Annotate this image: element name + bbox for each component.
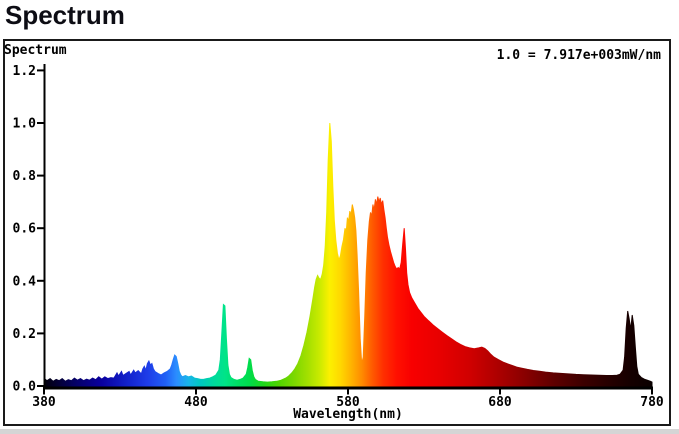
page-title: Spectrum [5,0,125,30]
chart-inner-title: Spectrum [4,43,67,58]
y-tick-label: 1.0 [13,117,37,132]
x-tick-label: 780 [640,395,664,410]
y-tick-label: 0.0 [13,380,37,395]
y-tick-label: 0.2 [13,327,36,342]
spectrum-curve [43,122,653,387]
y-tick-label: 0.8 [13,169,37,184]
x-tick-label: 380 [32,395,56,410]
y-tick-label: 0.6 [13,222,37,237]
x-tick-label: 580 [336,395,360,410]
y-tick-label: 0.4 [13,274,37,289]
normalization-note: 1.0 = 7.917e+003mW/nm [496,48,661,63]
window-bottom-edge [0,429,679,434]
x-tick-label: 480 [184,395,208,410]
x-axis-title: Wavelength(nm) [293,407,403,422]
y-tick-label: 1.2 [13,64,36,79]
x-tick-label: 680 [488,395,512,410]
